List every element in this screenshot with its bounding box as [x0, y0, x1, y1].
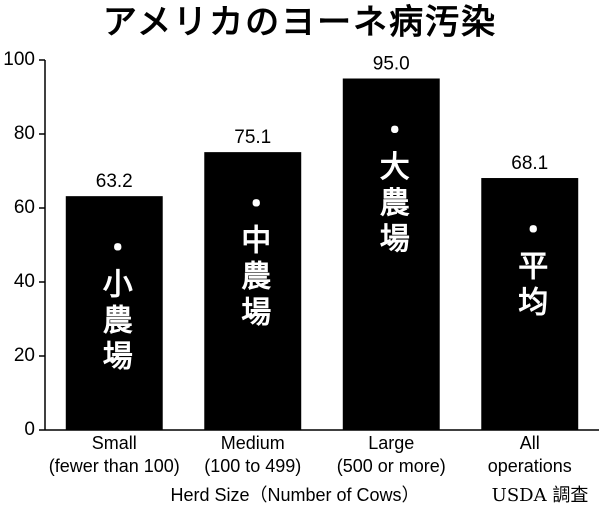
value-label: 95.0 [373, 54, 410, 75]
x-tick-label: (500 or more) [337, 456, 446, 476]
bar-annotation: ・中農場 [235, 188, 271, 332]
value-label: 68.1 [511, 153, 548, 174]
x-tick-label: Small [92, 433, 137, 453]
x-tick-label: Large [368, 433, 414, 453]
y-tick-label: 60 [14, 197, 35, 218]
bar [342, 78, 440, 430]
value-label: 75.1 [234, 127, 271, 148]
bar [65, 196, 163, 430]
bar-annotation: ・大農場 [374, 115, 410, 259]
x-tick-label: Medium [221, 433, 285, 453]
bar [481, 178, 579, 430]
x-tick-label: (fewer than 100) [49, 456, 180, 476]
y-tick-label: 20 [14, 345, 35, 366]
y-tick-label: 0 [24, 419, 35, 440]
y-tick-label: 40 [14, 271, 35, 292]
source: USDA 調査 [492, 485, 589, 506]
y-tick-label: 100 [3, 49, 35, 70]
bar-annotation: ・平均 [512, 214, 548, 322]
y-tick-label: 80 [14, 123, 35, 144]
bar [204, 152, 302, 430]
bar-annotation: ・小農場 [97, 232, 133, 376]
x-axis-label: Herd Size（Number of Cows） [170, 485, 419, 505]
value-label: 63.2 [96, 171, 133, 192]
chart-title: アメリカのヨーネ病汚染 [103, 3, 497, 43]
x-tick-label: (100 to 499) [204, 456, 301, 476]
x-tick-label: operations [488, 456, 572, 476]
x-tick-label: All [520, 433, 540, 453]
